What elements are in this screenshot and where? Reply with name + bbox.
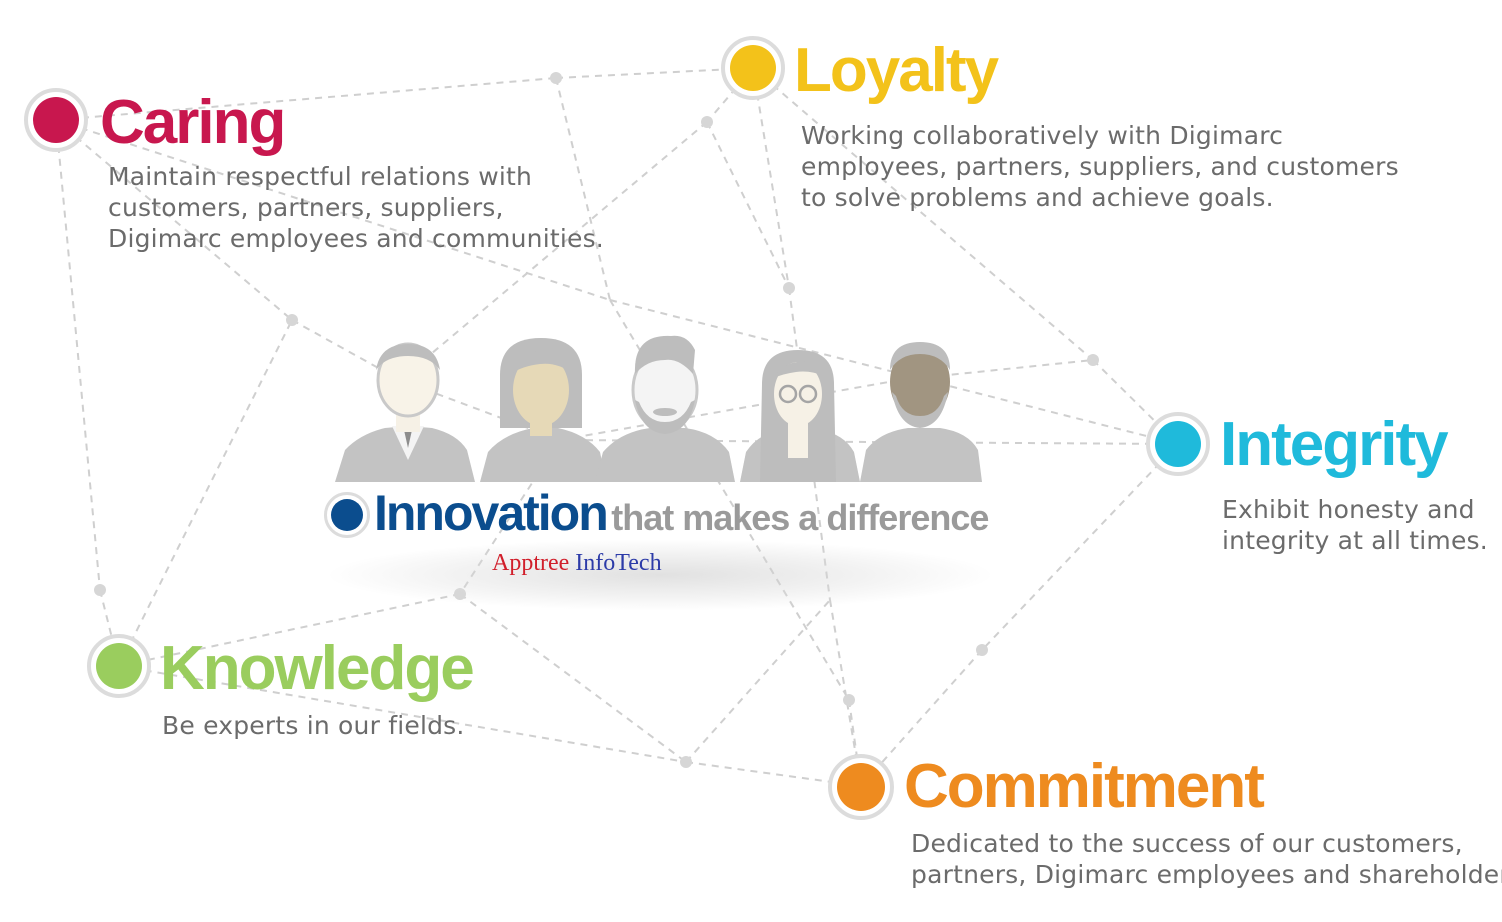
network-dot xyxy=(550,72,562,84)
innovation-dot-core xyxy=(331,499,363,531)
network-line xyxy=(1092,359,1179,445)
integrity-description-line: Exhibit honesty and xyxy=(1222,495,1475,524)
loyalty-description-line: Working collaboratively with Digimarc xyxy=(801,121,1284,150)
network-dot xyxy=(680,756,692,768)
network-line xyxy=(118,319,293,667)
loyalty-description-line: employees, partners, suppliers, and cust… xyxy=(801,152,1399,181)
caring-title: Caring xyxy=(100,88,286,157)
bearded-man-icon xyxy=(595,335,735,482)
caring-description-line: customers, partners, suppliers, xyxy=(108,193,504,222)
integrity-description: Exhibit honesty and integrity at all tim… xyxy=(1222,494,1488,556)
integrity-dot-core xyxy=(1155,421,1201,467)
network-line xyxy=(118,593,461,667)
commitment-description-line: Dedicated to the success of our customer… xyxy=(911,829,1463,858)
loyalty-title: Loyalty xyxy=(794,36,999,105)
caring-description-line: Maintain respectful relations with xyxy=(108,162,533,191)
network-line xyxy=(555,67,754,79)
network-line xyxy=(118,665,687,763)
loyalty-description: Working collaboratively with Digimarc em… xyxy=(801,120,1399,213)
network-line xyxy=(459,593,687,763)
brand-watermark: Apptree InfoTech xyxy=(492,550,662,577)
loyalty-dot-icon xyxy=(721,36,785,100)
brand-part2: InfoTech xyxy=(575,550,662,576)
brush-stroke-background xyxy=(330,540,990,610)
network-line xyxy=(55,119,611,301)
center-title-sub: that makes a difference xyxy=(611,497,989,538)
network-line xyxy=(752,67,790,289)
woman-glasses-icon xyxy=(740,350,860,482)
people-group-icon xyxy=(330,330,990,490)
center-title: Innovation that makes a difference xyxy=(374,485,989,541)
knowledge-title: Knowledge xyxy=(160,634,475,703)
network-dot xyxy=(94,584,106,596)
network-line xyxy=(848,699,862,787)
knowledge-dot-icon xyxy=(87,634,151,698)
network-dot xyxy=(1087,354,1099,366)
older-man-icon xyxy=(860,342,982,482)
center-title-main: Innovation xyxy=(374,485,609,541)
network-line xyxy=(399,121,708,381)
network-line xyxy=(55,77,557,121)
network-dot xyxy=(976,644,988,656)
businessman-icon xyxy=(335,342,475,482)
loyalty-dot-core xyxy=(730,45,776,91)
integrity-title: Integrity xyxy=(1220,410,1449,479)
loyalty-description-line: to solve problems and achieve goals. xyxy=(801,183,1274,212)
commitment-description-line: partners, Digimarc employees and shareho… xyxy=(911,860,1502,889)
knowledge-description: Be experts in our fields. xyxy=(162,710,465,741)
commitment-dot-core xyxy=(837,763,885,811)
network-line xyxy=(685,599,831,763)
caring-description-line: Digimarc employees and communities. xyxy=(108,224,604,253)
caring-description: Maintain respectful relations with custo… xyxy=(108,161,604,254)
network-dot xyxy=(701,116,713,128)
caring-dot-core xyxy=(33,97,79,143)
brand-part1: Apptree xyxy=(492,550,570,576)
network-line xyxy=(752,67,1094,361)
integrity-dot-icon xyxy=(1146,412,1210,476)
knowledge-dot-core xyxy=(96,643,142,689)
woman-icon xyxy=(480,338,606,482)
caring-dot-icon xyxy=(24,88,88,152)
network-line xyxy=(860,649,983,787)
network-line xyxy=(559,379,901,441)
commitment-title: Commitment xyxy=(904,752,1265,821)
network-line xyxy=(706,121,790,289)
innovation-dot-icon xyxy=(324,492,370,538)
network-dot xyxy=(286,314,298,326)
knowledge-description-line: Be experts in our fields. xyxy=(162,711,465,740)
commitment-dot-icon xyxy=(828,754,894,820)
network-dot xyxy=(843,694,855,706)
integrity-description-line: integrity at all times. xyxy=(1222,526,1488,555)
commitment-description: Dedicated to the success of our customer… xyxy=(911,828,1502,890)
network-line xyxy=(981,443,1179,651)
network-line xyxy=(55,119,101,591)
network-dot xyxy=(783,282,795,294)
